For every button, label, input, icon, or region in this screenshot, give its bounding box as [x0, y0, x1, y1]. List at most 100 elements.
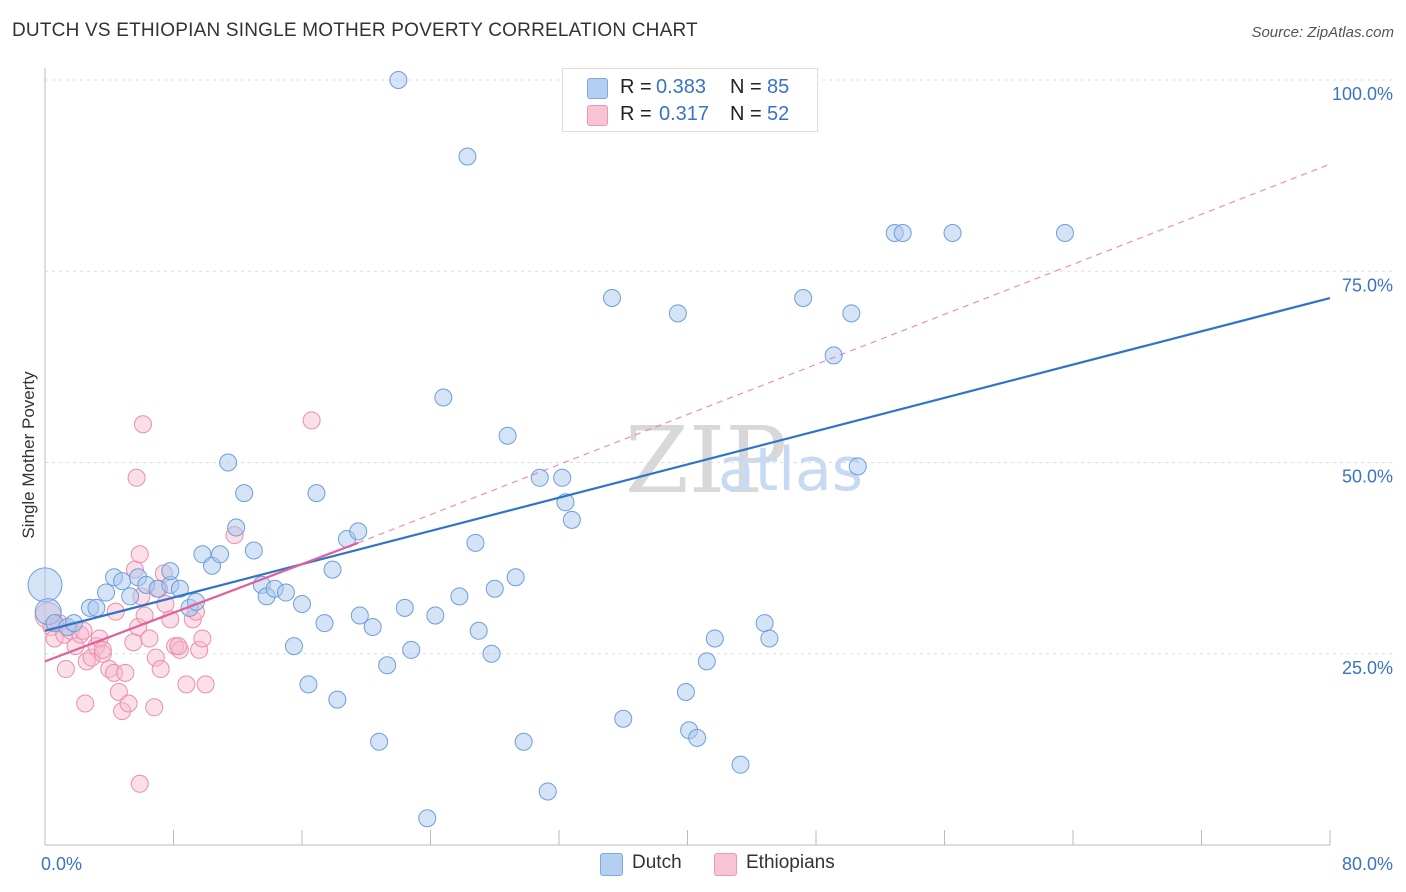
dutch-point: [170, 579, 189, 598]
dutch-point: [121, 587, 140, 606]
dutch-point: [284, 637, 303, 656]
dutch-point: [299, 675, 318, 694]
ethiopians-point: [93, 640, 112, 659]
watermark-atlas: atlas: [718, 435, 863, 505]
ethiopians-point: [196, 675, 215, 694]
dutch-point: [688, 728, 707, 747]
dutch-point: [293, 595, 311, 614]
dutch-point: [315, 614, 334, 633]
ethiopians-point: [190, 640, 209, 659]
stats-row-dutch: R = 0.383 N = 85: [563, 74, 815, 100]
dutch-point: [450, 587, 469, 606]
dutch-point: [395, 598, 414, 617]
dutch-point: [27, 567, 63, 603]
ethiopians-n-label: N =: [730, 103, 762, 125]
dutch-point: [482, 644, 501, 663]
dutch-point: [418, 809, 437, 828]
dutch-point: [193, 545, 212, 564]
ethiopians-point: [302, 411, 321, 430]
dutch-point: [235, 484, 254, 503]
dutch-point: [363, 617, 382, 636]
dutch-point: [307, 484, 326, 503]
ethiopians-n-value: 52: [767, 103, 790, 125]
dutch-point: [755, 614, 774, 633]
ethiopians-point: [151, 660, 170, 679]
ethiopians-point: [133, 415, 152, 434]
dutch-points: [27, 71, 1074, 828]
axes: [44, 68, 1331, 846]
ethiopians-point: [130, 545, 149, 564]
dutch-trend-line: [44, 296, 1331, 632]
dutch-point: [458, 147, 477, 166]
ethiopians-trend-line: [44, 541, 359, 663]
dutch-point: [562, 510, 581, 529]
ethiopians-point: [113, 702, 132, 721]
dutch-point: [1055, 224, 1074, 242]
dutch-point: [113, 572, 132, 591]
source-label: Source: ZipAtlas.com: [1251, 24, 1394, 41]
dutch-point: [389, 71, 408, 89]
dutch-point: [943, 224, 962, 242]
dutch-point: [276, 583, 295, 602]
stats-row-ethiopians: R = 0.317 N = 52: [563, 101, 815, 127]
dutch-point: [426, 606, 445, 625]
dutch-point: [378, 656, 397, 675]
dutch-point: [466, 533, 485, 552]
dutch-r-label: R =: [620, 76, 652, 98]
ethiopians-point: [119, 694, 138, 713]
ethiopians-point: [140, 629, 159, 648]
ethiopians-point: [145, 698, 164, 717]
dutch-point: [731, 755, 750, 774]
dutch-point: [498, 426, 517, 445]
dutch-n-label: N =: [730, 76, 762, 98]
dutch-point: [538, 782, 557, 801]
dutch-point: [434, 388, 453, 407]
dutch-point: [794, 289, 813, 308]
ethiopians-point: [109, 683, 128, 701]
dutch-point: [161, 562, 180, 581]
dutch-point: [227, 518, 246, 537]
y-axis-title: Single Mother Poverty: [19, 371, 38, 539]
legend-dutch-swatch: [600, 853, 623, 876]
ethiopians-point: [76, 694, 95, 713]
y-tick-label: 25.0%: [1342, 658, 1393, 678]
dutch-point: [893, 224, 912, 242]
dutch-point: [614, 709, 633, 728]
grid-lines: [45, 79, 1392, 655]
dutch-point: [402, 640, 421, 659]
ethiopians-point: [93, 644, 112, 663]
ethiopians-r-value: 0.317: [659, 103, 710, 125]
ethiopians-r-label: R =: [620, 103, 652, 125]
legend-ethiopians-label: Ethiopians: [746, 852, 835, 873]
dutch-point: [87, 598, 106, 617]
dutch-point: [697, 652, 716, 671]
ethiopians-trend-extension: [358, 163, 1331, 544]
x-tick-label: 0.0%: [41, 854, 82, 874]
dutch-point: [469, 621, 488, 640]
dutch-point: [848, 457, 867, 476]
ethiopians-point: [146, 648, 165, 667]
legend-ethiopians-swatch: [714, 853, 737, 876]
legend-dutch-label: Dutch: [632, 852, 682, 873]
stats-legend: R = 0.383 N = 85 R = 0.317 N = 52: [562, 68, 818, 132]
ethiopians-point: [130, 774, 149, 793]
dutch-point: [219, 453, 238, 472]
dutch-point: [485, 579, 504, 598]
dutch-point: [553, 468, 572, 487]
chart-title: DUTCH VS ETHIOPIAN SINGLE MOTHER POVERTY…: [12, 20, 698, 41]
dutch-swatch: [587, 78, 608, 99]
dutch-point: [349, 522, 368, 541]
dutch-point: [824, 346, 843, 365]
dutch-point: [350, 606, 369, 625]
dutch-r-value: 0.383: [656, 76, 707, 98]
axis-labels: 25.0% 50.0% 75.0% 100.0% 0.0% 80.0% Single Mot…: [19, 84, 1393, 874]
y-tick-label: 75.0%: [1342, 275, 1393, 295]
dutch-point: [244, 541, 263, 560]
dutch-point: [514, 732, 533, 751]
ethiopians-point: [124, 633, 143, 652]
dutch-point: [328, 690, 347, 709]
x-tick-label: 80.0%: [1342, 854, 1393, 874]
dutch-point: [97, 583, 116, 602]
y-tick-label: 100.0%: [1332, 84, 1393, 104]
